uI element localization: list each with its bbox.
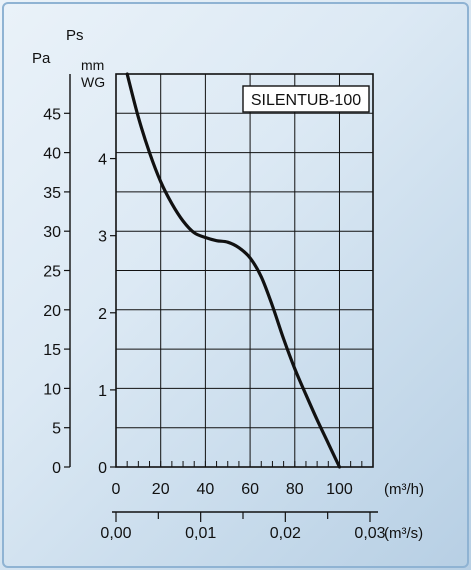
- pa-tick-label-20: 20: [43, 303, 61, 320]
- plot-frame: [115, 73, 374, 468]
- mmwg-tick-label-0: 0: [98, 460, 107, 477]
- title-box: [242, 85, 370, 113]
- xs-tick-label-2: 0,02: [270, 525, 301, 542]
- fan-curve-line: [125, 72, 342, 469]
- xh-tick-label-100: 100: [326, 481, 353, 498]
- pa-tick-label-25: 25: [43, 264, 61, 281]
- pa-tick-label-0: 0: [52, 460, 61, 477]
- xs-tick-label-1: 0,01: [185, 525, 216, 542]
- pa-tick-label-30: 30: [43, 224, 61, 241]
- series: [125, 72, 342, 469]
- pa-tick-label-40: 40: [43, 146, 61, 163]
- pa-tick-label-15: 15: [43, 342, 61, 359]
- mmwg-unit-mm: mm: [81, 57, 104, 73]
- grid: [115, 73, 374, 468]
- pa-tick-label-10: 10: [43, 381, 61, 398]
- xh-tick-label-80: 80: [286, 481, 304, 498]
- pa-tick-label-5: 5: [52, 421, 61, 438]
- xh-tick-label-0: 0: [112, 481, 121, 498]
- xs-tick-label-3: 0,03: [354, 525, 385, 542]
- xh-tick-label-40: 40: [196, 481, 214, 498]
- xh-axis-unit: (m³/h): [384, 481, 424, 498]
- mmwg-unit-wg: WG: [81, 74, 105, 90]
- mmwg-tick-label-4: 4: [98, 152, 107, 169]
- xh-tick-label-60: 60: [241, 481, 259, 498]
- pa-tick-label-45: 45: [43, 106, 61, 123]
- ps-axis-title: Ps: [66, 27, 84, 44]
- pa-axis-title: Pa: [32, 50, 51, 67]
- mmwg-tick-label-3: 3: [98, 229, 107, 246]
- chart-title: SILENTUB-100: [251, 92, 361, 109]
- axes: [64, 74, 378, 522]
- xs-tick-label-0: 0,00: [100, 525, 131, 542]
- mmwg-tick-label-1: 1: [98, 383, 107, 400]
- xh-tick-label-20: 20: [152, 481, 170, 498]
- xs-axis-unit: (m³/s): [384, 525, 423, 542]
- pa-tick-label-35: 35: [43, 185, 61, 202]
- mmwg-tick-label-2: 2: [98, 306, 107, 323]
